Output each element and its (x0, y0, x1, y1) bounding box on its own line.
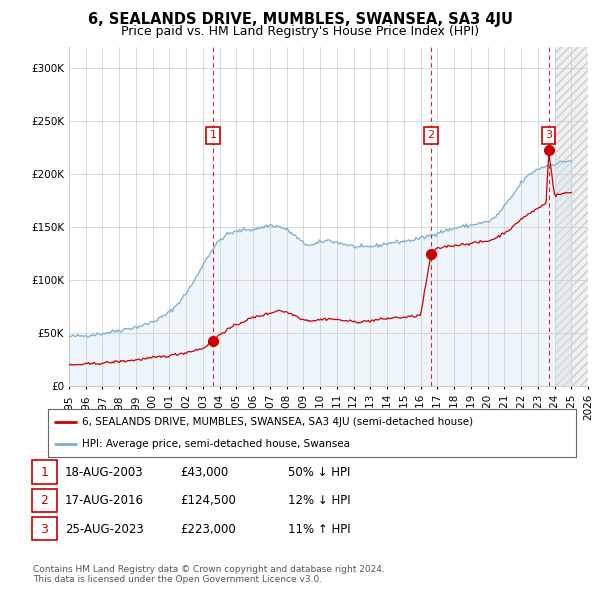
Text: £43,000: £43,000 (180, 466, 228, 479)
Text: 1: 1 (210, 130, 217, 140)
Text: 25-AUG-2023: 25-AUG-2023 (65, 523, 143, 536)
Text: 2: 2 (427, 130, 434, 140)
Text: 11% ↑ HPI: 11% ↑ HPI (288, 523, 350, 536)
Bar (554, 47, 588, 386)
Text: 3: 3 (545, 130, 552, 140)
Text: 12% ↓ HPI: 12% ↓ HPI (288, 494, 350, 507)
Text: 6, SEALANDS DRIVE, MUMBLES, SWANSEA, SA3 4JU (semi-detached house): 6, SEALANDS DRIVE, MUMBLES, SWANSEA, SA3… (82, 417, 473, 427)
Text: 2: 2 (40, 494, 49, 507)
Text: 18-AUG-2003: 18-AUG-2003 (65, 466, 143, 479)
Text: 1: 1 (40, 466, 49, 479)
Text: £223,000: £223,000 (180, 523, 236, 536)
Text: £124,500: £124,500 (180, 494, 236, 507)
Text: Price paid vs. HM Land Registry's House Price Index (HPI): Price paid vs. HM Land Registry's House … (121, 25, 479, 38)
Text: HPI: Average price, semi-detached house, Swansea: HPI: Average price, semi-detached house,… (82, 439, 350, 449)
Text: 50% ↓ HPI: 50% ↓ HPI (288, 466, 350, 479)
Text: 6, SEALANDS DRIVE, MUMBLES, SWANSEA, SA3 4JU: 6, SEALANDS DRIVE, MUMBLES, SWANSEA, SA3… (88, 12, 512, 27)
Text: 17-AUG-2016: 17-AUG-2016 (65, 494, 144, 507)
Text: Contains HM Land Registry data © Crown copyright and database right 2024.
This d: Contains HM Land Registry data © Crown c… (33, 565, 385, 584)
Text: 3: 3 (40, 523, 49, 536)
